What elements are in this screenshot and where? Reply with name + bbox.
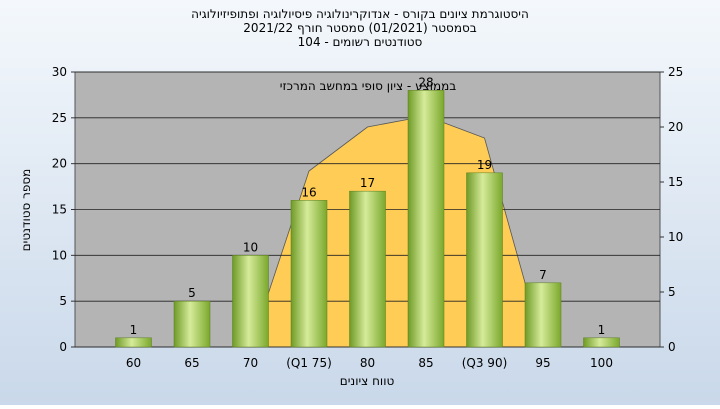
y2-tick-label: 25 <box>668 65 683 79</box>
chart-subtitle: בסמסטר (01/2021) סמסטר חורף 2021/22 <box>243 21 476 35</box>
x-tick-label: 60 <box>126 356 141 370</box>
y2-tick-label: 5 <box>668 285 676 299</box>
y-tick-label: 25 <box>52 111 67 125</box>
bar <box>583 337 620 348</box>
chart-title: היסטוגרמת ציונים בקורס - אנדוקרינולוגיה … <box>191 7 529 21</box>
data-label: 1 <box>130 323 138 337</box>
x-tick-label: 65 <box>184 356 199 370</box>
y-axis-label: מספר סטודנטים <box>19 169 33 252</box>
bar <box>115 337 152 348</box>
data-label: 1 <box>598 323 606 337</box>
data-label: 10 <box>243 240 258 254</box>
y-tick-label: 30 <box>52 65 67 79</box>
y-tick-label: 10 <box>52 248 67 262</box>
data-label: 7 <box>539 268 547 282</box>
y2-tick-label: 15 <box>668 175 683 189</box>
x-tick-label: 85 <box>418 356 433 370</box>
bar <box>407 90 445 348</box>
x-tick-label: 100 <box>590 356 613 370</box>
x-tick-label: 95 <box>535 356 550 370</box>
y-tick-label: 15 <box>52 203 67 217</box>
data-label: 19 <box>477 158 492 172</box>
x-tick-label: (Q1 75) <box>286 356 332 370</box>
y2-tick-label: 20 <box>668 120 683 134</box>
y-tick-label: 0 <box>59 340 67 354</box>
data-label: 5 <box>188 286 196 300</box>
bar <box>524 282 562 348</box>
data-label: 28 <box>418 75 433 89</box>
y2-tick-label: 10 <box>668 230 683 244</box>
bar <box>349 190 386 348</box>
x-tick-label: (Q3 90) <box>462 356 508 370</box>
bar <box>232 255 269 348</box>
x-axis-label: טווח ציונים <box>340 374 395 388</box>
y-tick-label: 20 <box>52 157 67 171</box>
bar <box>173 300 211 348</box>
bar <box>466 172 503 348</box>
x-tick-label: 70 <box>243 356 258 370</box>
data-label: 17 <box>360 176 375 190</box>
bar <box>290 200 328 348</box>
y2-tick-label: 0 <box>668 340 676 354</box>
chart-subtitle: סטודנטים רשומים - 104 <box>298 35 423 49</box>
y-tick-label: 5 <box>59 294 67 308</box>
x-tick-label: 80 <box>360 356 375 370</box>
annotation: בממוצע - ציון סופי במחשב המרכזי <box>280 79 456 93</box>
data-label: 16 <box>301 185 316 199</box>
